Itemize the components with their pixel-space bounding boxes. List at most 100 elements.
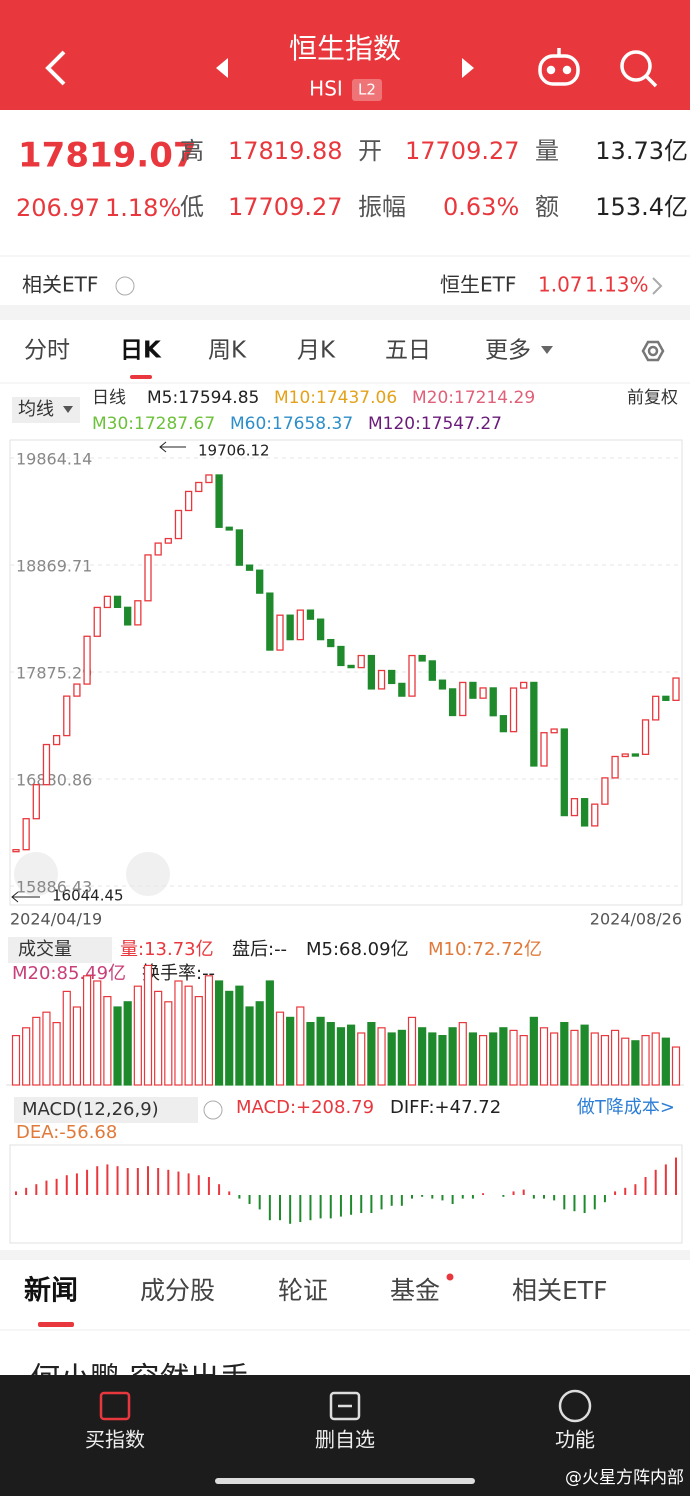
volume-label: 换手率:-- (142, 963, 215, 984)
expand-button[interactable] (14, 852, 58, 896)
volume-toggle[interactable]: 成交量 (18, 939, 72, 960)
label: 开 (358, 137, 382, 165)
candle (73, 683, 81, 697)
date: 2024/04/19 (10, 910, 102, 929)
volume-bar (93, 980, 102, 1086)
volume-bar (631, 1040, 640, 1086)
robot-icon[interactable] (538, 48, 580, 86)
candle (52, 734, 61, 746)
prev-button[interactable] (216, 58, 228, 78)
candle (63, 695, 71, 737)
adjust[interactable]: 前复权 (627, 388, 678, 408)
candle (388, 669, 396, 685)
volume-bar (519, 1034, 528, 1086)
news-tab[interactable]: 新闻 (24, 1275, 78, 1307)
volume-bar (123, 1001, 132, 1086)
volume-bar (245, 1006, 254, 1086)
tab[interactable]: 更多 (485, 338, 531, 364)
candle (509, 687, 518, 733)
y-tick-label: 18869.71 (16, 556, 92, 575)
volume-bar (509, 1029, 518, 1086)
candle (215, 474, 223, 528)
ma-label: M20:17214.29 (412, 388, 535, 408)
macd-link[interactable]: 做T降成本> (577, 1097, 675, 1118)
candle (256, 569, 264, 594)
volume-bar (377, 1027, 386, 1086)
candle (580, 798, 589, 827)
search-icon[interactable] (620, 50, 658, 88)
candle (530, 681, 538, 767)
settings-icon[interactable] (641, 340, 665, 362)
candle (652, 695, 660, 721)
candle (144, 554, 152, 602)
chevron[interactable] (652, 277, 663, 295)
nav-label[interactable]: 功能 (555, 1428, 595, 1452)
tab[interactable]: 五日 (385, 338, 431, 364)
tab-underline (38, 1322, 74, 1327)
period: 日线 (92, 388, 126, 408)
code: HSI (309, 77, 343, 101)
menu-icon[interactable] (558, 1389, 592, 1423)
candle (418, 654, 426, 662)
volume-bar (103, 995, 112, 1086)
news-tab[interactable]: 相关ETF (512, 1276, 607, 1305)
candle (103, 595, 112, 609)
tab[interactable]: 分时 (24, 338, 70, 364)
etf-name[interactable]: 恒生ETF (440, 273, 516, 297)
info-icon[interactable] (115, 276, 135, 296)
candle (428, 660, 436, 681)
volume-bar (661, 1037, 670, 1086)
next-button[interactable] (462, 58, 474, 78)
home-indicator (215, 1478, 475, 1484)
candle (591, 803, 599, 827)
y-tick-label: 17875.29 (16, 663, 92, 682)
news-tab[interactable]: 基金 (390, 1276, 440, 1305)
y-tick-label: 19864.14 (16, 449, 92, 468)
volume-bar (275, 1011, 285, 1086)
value: 17709.27 (405, 137, 520, 165)
label: 量 (535, 137, 559, 165)
label: 振幅 (358, 193, 406, 221)
tab[interactable]: 月K (297, 338, 336, 364)
back-button[interactable] (45, 50, 66, 86)
news-tab[interactable]: 轮证 (278, 1276, 328, 1305)
volume-bar (113, 1006, 122, 1086)
volume-label: M5:68.09亿 (306, 939, 409, 960)
bottom-bar (0, 1375, 690, 1496)
label: 额 (535, 193, 559, 221)
news-tab[interactable]: 成分股 (140, 1276, 215, 1305)
volume-bar (255, 1001, 264, 1086)
ma-toggle[interactable]: 均线 (18, 399, 54, 420)
nav-label[interactable]: 买指数 (85, 1428, 145, 1452)
candle (601, 777, 609, 805)
volume-bar (22, 1027, 31, 1086)
candle (327, 638, 335, 648)
candle (398, 682, 406, 697)
nav-label[interactable]: 删自选 (315, 1428, 375, 1452)
header-bg (0, 0, 690, 110)
volume-bar (641, 1034, 650, 1086)
max-label: 19706.12 (198, 442, 270, 460)
macd-frame (9, 1144, 683, 1244)
toggle-bg (14, 1097, 198, 1123)
candle (377, 669, 386, 690)
label: 高 (180, 137, 204, 165)
volume-bar (286, 1016, 295, 1086)
tab[interactable]: 周K (208, 338, 247, 364)
candle (164, 537, 172, 544)
candle (12, 849, 20, 853)
macd-toggle[interactable]: MACD(12,26,9) (22, 1099, 159, 1120)
volume-bar (82, 975, 92, 1086)
buy-icon[interactable] (99, 1391, 131, 1421)
value: 17709.27 (228, 193, 343, 221)
volume-bar (590, 1032, 599, 1086)
info-icon[interactable] (203, 1100, 223, 1120)
volume-bar (265, 980, 274, 1086)
fullscreen-button[interactable] (126, 852, 170, 896)
remove-icon[interactable] (329, 1391, 361, 1421)
tab[interactable]: 日K (120, 338, 162, 364)
candle (134, 600, 142, 626)
volume-bar (204, 975, 214, 1086)
